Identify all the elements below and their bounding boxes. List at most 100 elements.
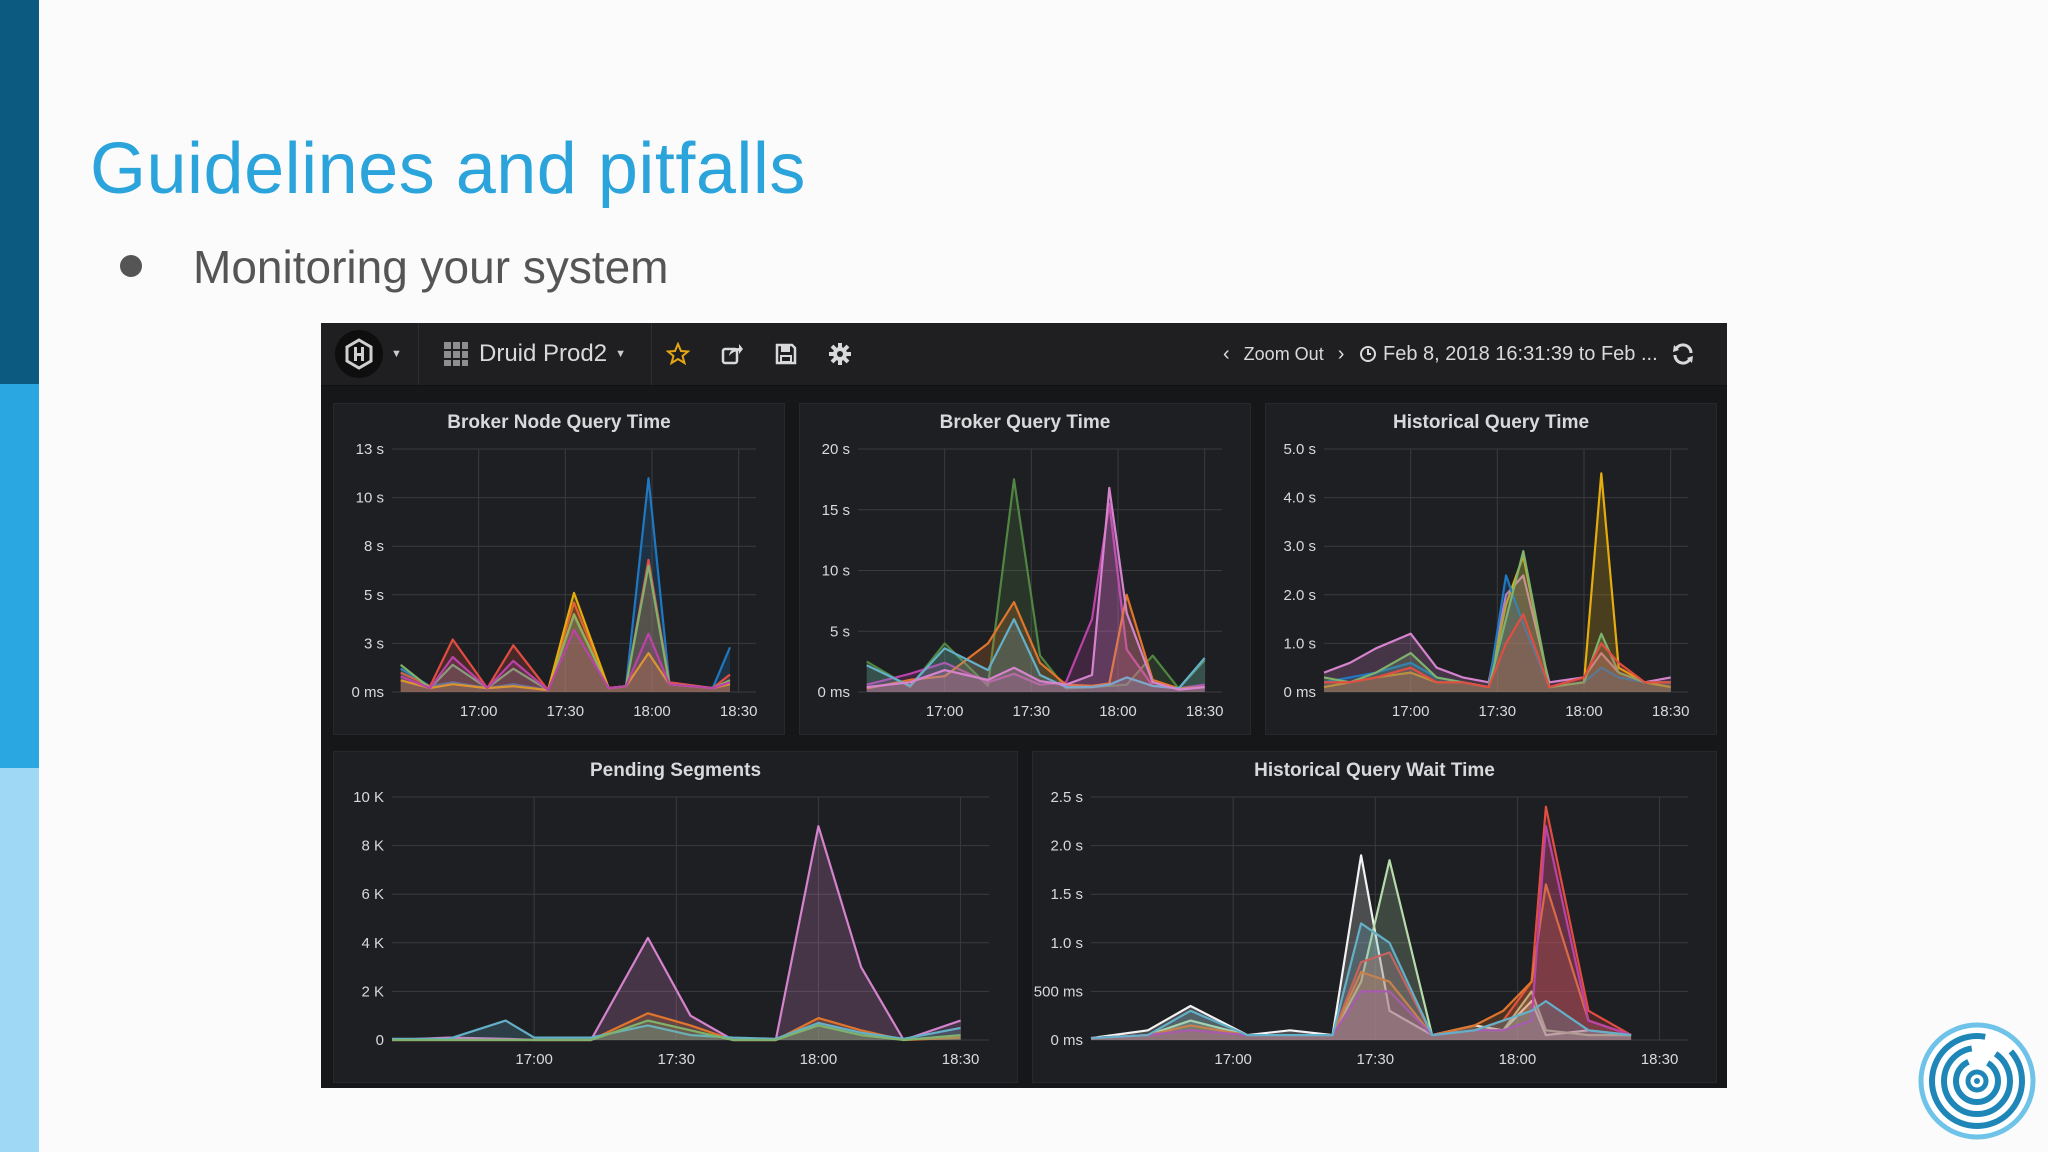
y-tick-label: 0 ms	[1050, 1032, 1083, 1049]
y-tick-label: 10 s	[822, 563, 850, 580]
panel-title[interactable]: Broker Node Query Time	[447, 412, 671, 433]
x-tick-label: 18:30	[720, 703, 758, 720]
slide-title: Guidelines and pitfalls	[90, 129, 806, 209]
y-tick-label: 0	[376, 1032, 384, 1049]
maze-logo-icon	[1918, 1022, 2036, 1140]
chart-pending-segments: 10 K 8 K 6 K 4 K 2 K 0 17:00 17:30 18:00 18:30	[353, 789, 989, 1068]
chevron-down-icon: ▼	[615, 348, 626, 360]
time-range-picker[interactable]: Feb 8, 2018 16:31:39 to Feb ...	[1359, 339, 1658, 369]
series-area	[1324, 551, 1671, 692]
series-line	[392, 1019, 961, 1042]
y-tick-label: 5 s	[830, 623, 850, 640]
dashboard-picker-button[interactable]: Druid Prod2 ▼	[443, 335, 626, 373]
chevron-right-icon[interactable]: ›	[1337, 342, 1345, 365]
refresh-icon	[1673, 343, 1693, 365]
y-tick-label: 5 s	[364, 587, 384, 604]
x-tick-label: 17:00	[1214, 1051, 1252, 1068]
gear-icon	[829, 343, 851, 365]
series-area	[1091, 855, 1632, 1040]
panel-broker-node-query-time: Broker Node Query Time 13 s 10 s 8 s 5 s 3 s…	[333, 403, 785, 735]
chart-broker-node-query-time: 13 s 10 s 8 s 5 s 3 s 0 ms 17:00 17:30 18:00 18:3…	[351, 441, 758, 720]
x-tick-label: 17:30	[547, 703, 585, 720]
y-tick-label: 13 s	[356, 441, 384, 458]
y-tick-label: 4.0 s	[1283, 490, 1316, 507]
x-tick-label: 17:00	[1392, 703, 1430, 720]
x-tick-label: 17:00	[926, 703, 964, 720]
y-tick-label: 0 ms	[1283, 684, 1316, 701]
settings-button[interactable]	[827, 341, 853, 367]
y-tick-label: 2 K	[361, 983, 384, 1000]
chart-historical-query-wait-time: 2.5 s 2.0 s 1.5 s 1.0 s 500 ms 0 ms 17:00 17:30…	[1034, 789, 1688, 1068]
y-tick-label: 15 s	[822, 502, 850, 519]
series-line	[1090, 854, 1632, 1040]
series-line	[1090, 825, 1632, 1040]
y-tick-label: 1.0 s	[1283, 635, 1316, 652]
y-tick-label: 2.0 s	[1050, 838, 1083, 855]
grafana-menu-button[interactable]: ▼	[335, 329, 405, 379]
panel-title[interactable]: Pending Segments	[589, 760, 762, 781]
series-line	[1323, 472, 1671, 689]
share-button[interactable]	[719, 341, 745, 367]
y-tick-label: 10 K	[353, 789, 384, 806]
y-tick-label: 3 s	[364, 635, 384, 652]
series-line	[391, 825, 961, 1042]
series-line	[1090, 922, 1632, 1040]
zoom-controls: ‹ Zoom Out ›	[1223, 341, 1344, 367]
series-area	[866, 487, 1205, 692]
panel-title[interactable]: Historical Query Time	[1392, 412, 1590, 433]
series-line	[392, 1019, 961, 1040]
series-area	[866, 503, 1205, 692]
series-area	[866, 619, 1205, 692]
panel-title[interactable]: Historical Query Wait Time	[1254, 760, 1495, 781]
series-area	[1091, 860, 1632, 1040]
x-tick-label: 17:30	[1357, 1051, 1395, 1068]
series-area	[1091, 884, 1632, 1040]
refresh-button[interactable]	[1671, 341, 1697, 367]
navbar-divider	[651, 323, 652, 385]
y-tick-label: 1.5 s	[1050, 886, 1083, 903]
clock-icon	[1360, 346, 1376, 362]
zoom-out-button[interactable]: Zoom Out	[1243, 343, 1324, 364]
series-area	[400, 565, 730, 692]
series-area	[400, 592, 730, 692]
series-area	[1324, 614, 1671, 692]
accent-bar-mid	[0, 384, 39, 768]
x-tick-label: 17:00	[515, 1051, 553, 1068]
save-button[interactable]	[773, 341, 799, 367]
series-line	[1323, 574, 1671, 689]
star-button[interactable]	[665, 341, 691, 367]
star-icon	[666, 342, 690, 366]
share-icon	[721, 344, 743, 365]
series-area	[400, 478, 730, 692]
chevron-left-icon[interactable]: ‹	[1223, 342, 1230, 365]
x-tick-label: 18:00	[1099, 703, 1137, 720]
series-line	[400, 628, 731, 692]
panel-title[interactable]: Broker Query Time	[939, 412, 1111, 433]
x-tick-label: 18:00	[633, 703, 671, 720]
y-tick-label: 6 K	[361, 886, 384, 903]
x-tick-label: 18:00	[1565, 703, 1603, 720]
series-line	[1324, 613, 1671, 689]
bullet-icon	[120, 255, 142, 277]
series-area	[400, 629, 730, 692]
series-area	[1091, 826, 1632, 1040]
save-icon	[775, 343, 797, 365]
panel-historical-query-wait-time: Historical Query Wait Time 2.5 s 2.0 s 1.5…	[1032, 751, 1717, 1083]
x-tick-label: 18:30	[1652, 703, 1690, 720]
x-tick-label: 18:00	[1499, 1051, 1537, 1068]
x-tick-label: 18:30	[1186, 703, 1224, 720]
grafana-dashboard: ▼ Druid Prod2 ▼	[321, 323, 1727, 1088]
series-line	[1090, 859, 1632, 1040]
panel-historical-query-time: Historical Query Time 5.0 s 4.0 s 3.0 s 2.0…	[1265, 403, 1717, 735]
x-tick-label: 18:00	[800, 1051, 838, 1068]
y-tick-label: 20 s	[822, 441, 850, 458]
x-tick-label: 17:30	[658, 1051, 696, 1068]
y-tick-label: 0 ms	[351, 684, 384, 701]
grafana-logo-icon	[335, 330, 383, 378]
chart-historical-query-time: 5.0 s 4.0 s 3.0 s 2.0 s 1.0 s 0 ms 17:00 17:30 1…	[1283, 441, 1690, 720]
series-area	[866, 479, 1205, 692]
y-tick-label: 0 ms	[817, 684, 850, 701]
series-line	[1090, 883, 1632, 1040]
series-line	[1323, 574, 1671, 684]
